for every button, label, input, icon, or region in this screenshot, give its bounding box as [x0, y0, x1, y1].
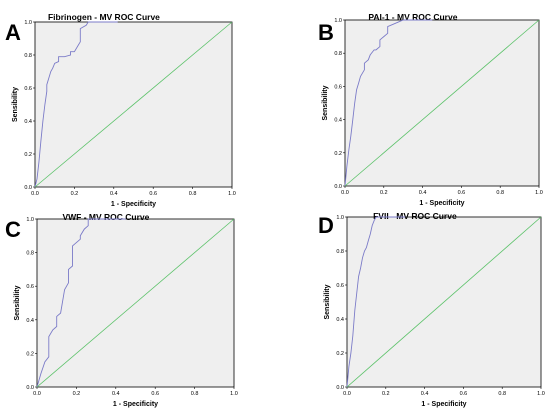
x-tick-label: 0.0	[33, 391, 41, 397]
x-tick-label: 0.6	[458, 190, 466, 196]
chart-title: PAI-1 - MV ROC Curve	[368, 12, 457, 22]
x-tick-label: 0.2	[71, 191, 79, 197]
chart-panel-a: A Fibrinogen - MV ROC Curve 0.0 0.2 0.4 0.6 0.…	[5, 12, 236, 208]
y-tick-label: 0.6	[26, 284, 34, 290]
y-tick-label: 0.2	[336, 351, 344, 357]
reference-diagonal-line	[36, 218, 235, 388]
x-axis-label: 1 - Specificity	[113, 401, 158, 408]
y-tick-label: 0.4	[24, 119, 32, 125]
y-tick-label: 1.0	[24, 20, 32, 26]
chart-title: VWF - MV ROC Curve	[62, 212, 149, 222]
y-tick-label: 0.0	[24, 185, 32, 191]
x-tick-label: 0.0	[31, 191, 39, 197]
x-tick-label: 0.0	[341, 190, 349, 196]
x-tick-label: 0.6	[149, 191, 157, 197]
panel-letter: A	[5, 20, 21, 45]
y-tick-label: 0.0	[334, 184, 342, 190]
chart-panel-d: D FVII - MV ROC Curve 0.0 0.2 0.4 0.6 0.8 1.0 0.…	[318, 211, 545, 408]
reference-diagonal-line	[34, 21, 233, 188]
x-tick-label: 0.0	[343, 391, 351, 397]
x-tick-label: 0.8	[189, 191, 197, 197]
x-tick-label: 0.2	[73, 391, 81, 397]
x-axis-label: 1 - Specificity	[111, 201, 156, 208]
x-tick-label: 0.2	[380, 190, 388, 196]
y-tick-label: 0.6	[334, 84, 342, 90]
roc-curve-line	[34, 21, 118, 188]
x-tick-label: 0.8	[191, 391, 199, 397]
y-tick-label: 0.2	[334, 151, 342, 157]
panel-letter: C	[5, 217, 21, 242]
y-tick-label: 0.8	[334, 51, 342, 57]
y-axis-label: Sensibility	[12, 87, 19, 122]
y-tick-label: 0.4	[26, 318, 34, 324]
roc-curve-line	[36, 218, 126, 388]
y-tick-label: 0.2	[24, 152, 32, 158]
x-axis-label: 1 - Specificity	[421, 401, 466, 408]
y-tick-label: 1.0	[336, 215, 344, 221]
reference-diagonal-line	[344, 19, 540, 187]
y-tick-label: 1.0	[334, 18, 342, 24]
y-tick-label: 0.4	[334, 118, 342, 124]
x-tick-label: 1.0	[537, 391, 545, 397]
chart-panel-b: B PAI-1 - MV ROC Curve 0.0 0.2 0.4 0.6 0.8 1.0 0…	[318, 12, 543, 207]
panel-letter: B	[318, 20, 334, 45]
y-tick-label: 0.4	[336, 317, 344, 323]
x-tick-label: 0.8	[496, 190, 504, 196]
x-tick-label: 0.4	[110, 191, 118, 197]
chart-panel-c: C VWF - MV ROC Curve 0.0 0.2 0.4 0.6 0.8 1.0 0.0…	[5, 212, 238, 408]
x-tick-label: 0.6	[460, 391, 468, 397]
y-axis-label: Sensibility	[322, 85, 329, 120]
y-tick-label: 0.0	[336, 385, 344, 391]
x-tick-label: 0.6	[151, 391, 159, 397]
x-tick-label: 0.4	[419, 190, 427, 196]
y-tick-label: 0.0	[26, 385, 34, 391]
x-tick-label: 1.0	[535, 190, 543, 196]
y-tick-label: 0.2	[26, 351, 34, 357]
roc-curve-line	[344, 19, 433, 187]
y-tick-label: 0.6	[24, 86, 32, 92]
x-tick-label: 0.2	[382, 391, 390, 397]
y-axis-label: Sensibility	[324, 284, 331, 319]
y-tick-label: 0.8	[26, 251, 34, 257]
y-tick-label: 1.0	[26, 217, 34, 223]
chart-title: Fibrinogen - MV ROC Curve	[48, 12, 160, 22]
x-tick-label: 0.4	[112, 391, 120, 397]
chart-title: FVII - MV ROC Curve	[373, 211, 457, 221]
y-tick-label: 0.8	[336, 249, 344, 255]
panel-letter: D	[318, 213, 334, 238]
y-tick-label: 0.6	[336, 283, 344, 289]
reference-diagonal-line	[346, 216, 542, 388]
y-axis-label: Sensibility	[14, 285, 21, 320]
x-axis-label: 1 - Specificity	[419, 200, 464, 207]
x-tick-label: 0.8	[498, 391, 506, 397]
x-tick-label: 1.0	[230, 391, 238, 397]
roc-curve-line	[346, 216, 406, 388]
y-tick-label: 0.8	[24, 53, 32, 59]
x-tick-label: 0.4	[421, 391, 429, 397]
x-tick-label: 1.0	[228, 191, 236, 197]
